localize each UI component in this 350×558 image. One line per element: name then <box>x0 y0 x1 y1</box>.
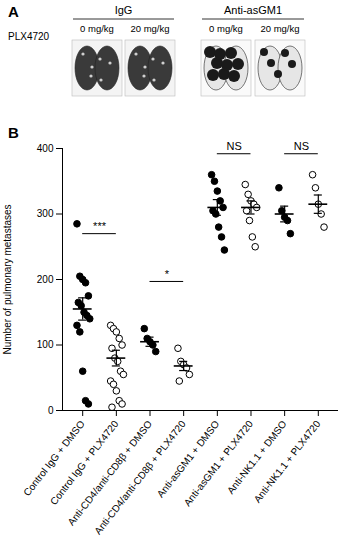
svg-text:PLX4720: PLX4720 <box>8 31 50 42</box>
svg-text:NS: NS <box>227 140 242 152</box>
svg-text:Anti-asGM1: Anti-asGM1 <box>224 4 282 16</box>
svg-text:***: *** <box>93 220 107 232</box>
svg-text:IgG: IgG <box>115 4 133 16</box>
svg-text:Control IgG + DMSO: Control IgG + DMSO <box>21 418 87 498</box>
svg-text:Anti-NK1.1 + PLX4720: Anti-NK1.1 + PLX4720 <box>252 418 323 505</box>
svg-text:20 mg/kg: 20 mg/kg <box>260 23 299 34</box>
svg-text:200: 200 <box>37 274 54 285</box>
svg-text:Control IgG + PLX4720: Control IgG + PLX4720 <box>47 418 121 507</box>
svg-text:Anti-CD4/anti-CD8β + PLX4720: Anti-CD4/anti-CD8β + PLX4720 <box>92 418 188 537</box>
svg-text:Anti-NK1.1 + DMSO: Anti-NK1.1 + DMSO <box>225 418 289 496</box>
svg-text:Anti-CD4/anti-CD8β + DMSO: Anti-CD4/anti-CD8β + DMSO <box>65 418 155 528</box>
svg-text:Number of pulmonary metastases: Number of pulmonary metastases <box>2 204 13 354</box>
svg-text:0: 0 <box>48 405 54 416</box>
svg-text:0 mg/kg: 0 mg/kg <box>80 23 114 34</box>
svg-text:Anti-asGM1 + DMSO: Anti-asGM1 + DMSO <box>155 418 222 499</box>
svg-text:100: 100 <box>37 339 54 350</box>
svg-text:A: A <box>8 3 19 20</box>
svg-text:400: 400 <box>37 143 54 154</box>
svg-text:NS: NS <box>294 140 309 152</box>
svg-text:0 mg/kg: 0 mg/kg <box>209 23 243 34</box>
svg-text:300: 300 <box>37 208 54 219</box>
svg-text:*: * <box>165 268 170 280</box>
svg-text:Anti-asGM1 + PLX4720: Anti-asGM1 + PLX4720 <box>181 418 256 509</box>
svg-text:20 mg/kg: 20 mg/kg <box>130 23 169 34</box>
html-text:B: B <box>8 124 19 141</box>
